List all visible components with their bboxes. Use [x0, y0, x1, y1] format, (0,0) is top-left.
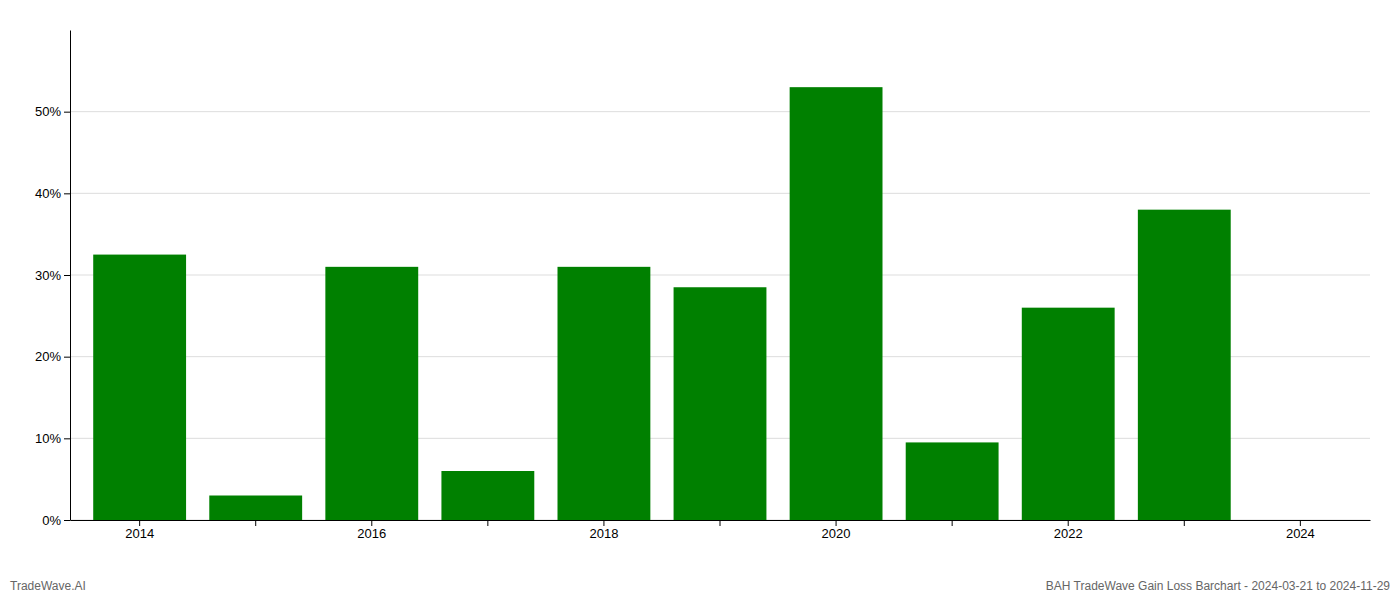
x-tick-mark: [139, 520, 140, 526]
x-tick-mark: [371, 520, 372, 526]
x-tick-label: 2016: [357, 526, 386, 541]
footer-text: BAH TradeWave Gain Loss Barchart - 2024-…: [1046, 579, 1391, 593]
y-tick-mark: [64, 357, 70, 358]
bar: [790, 87, 883, 520]
y-tick-label: 20%: [35, 349, 61, 364]
y-tick-mark: [64, 520, 70, 521]
x-tick: 2018: [589, 520, 618, 541]
x-tick: 2014: [125, 520, 154, 541]
y-tick-mark: [64, 112, 70, 113]
x-tick-label: 2020: [822, 526, 851, 541]
x-tick-mark: [836, 520, 837, 526]
x-tick-label: 2014: [125, 526, 154, 541]
bar: [93, 255, 186, 520]
x-tick-mark: [952, 520, 953, 526]
y-tick-label: 0%: [42, 513, 61, 528]
grid-line: [70, 111, 1370, 112]
bar: [558, 267, 651, 520]
x-tick-mark: [487, 520, 488, 526]
y-tick-mark: [64, 275, 70, 276]
grid: [70, 112, 1370, 520]
y-tick-label: 40%: [35, 186, 61, 201]
bar: [674, 287, 767, 520]
plot: 2014 2016 2018 2020 2022 2024 0% 10% 20% 30% 40% 50…: [35, 31, 1371, 542]
footer-text: TradeWave.AI: [10, 579, 86, 593]
x-tick: [952, 520, 953, 526]
x-tick-mark: [1184, 520, 1185, 526]
y-tick-label: 10%: [35, 431, 61, 446]
x-axis: 2014 2016 2018 2020 2022 2024: [71, 520, 1371, 541]
bar: [1138, 210, 1231, 520]
y-tick: 20%: [35, 349, 70, 364]
x-tick-mark: [1300, 520, 1301, 526]
y-axis: 0% 10% 20% 30% 40% 50%: [35, 31, 71, 528]
x-tick: 2024: [1286, 520, 1315, 541]
grid-line: [70, 193, 1370, 194]
x-tick-mark: [1068, 520, 1069, 526]
x-tick-mark: [255, 520, 256, 526]
x-tick-label: 2022: [1054, 526, 1083, 541]
y-axis-line: [70, 31, 71, 521]
bar: [1022, 308, 1115, 520]
chart: 2014 2016 2018 2020 2022 2024 0% 10% 20% 30% 40% 50…: [0, 0, 1400, 600]
bar: [441, 471, 534, 520]
y-tick: 0%: [42, 513, 70, 528]
bar: [325, 267, 418, 520]
x-tick: [1184, 520, 1185, 526]
y-tick: 50%: [35, 104, 70, 119]
x-tick-label: 2024: [1286, 526, 1315, 541]
y-tick: 30%: [35, 268, 70, 283]
y-tick-label: 30%: [35, 268, 61, 283]
y-tick-mark: [64, 193, 70, 194]
y-tick-mark: [64, 438, 70, 439]
x-tick: [487, 520, 488, 526]
bars: [93, 87, 1231, 520]
x-tick: [255, 520, 256, 526]
y-tick: 10%: [35, 431, 70, 446]
x-tick-mark: [720, 520, 721, 526]
x-tick-mark: [603, 520, 604, 526]
x-tick: 2020: [822, 520, 851, 541]
bar: [209, 496, 302, 521]
bar: [906, 442, 999, 520]
x-tick: 2022: [1054, 520, 1083, 541]
x-tick-label: 2018: [589, 526, 618, 541]
x-tick: 2016: [357, 520, 386, 541]
x-tick: [720, 520, 721, 526]
y-tick-label: 50%: [35, 104, 61, 119]
y-tick: 40%: [35, 186, 70, 201]
